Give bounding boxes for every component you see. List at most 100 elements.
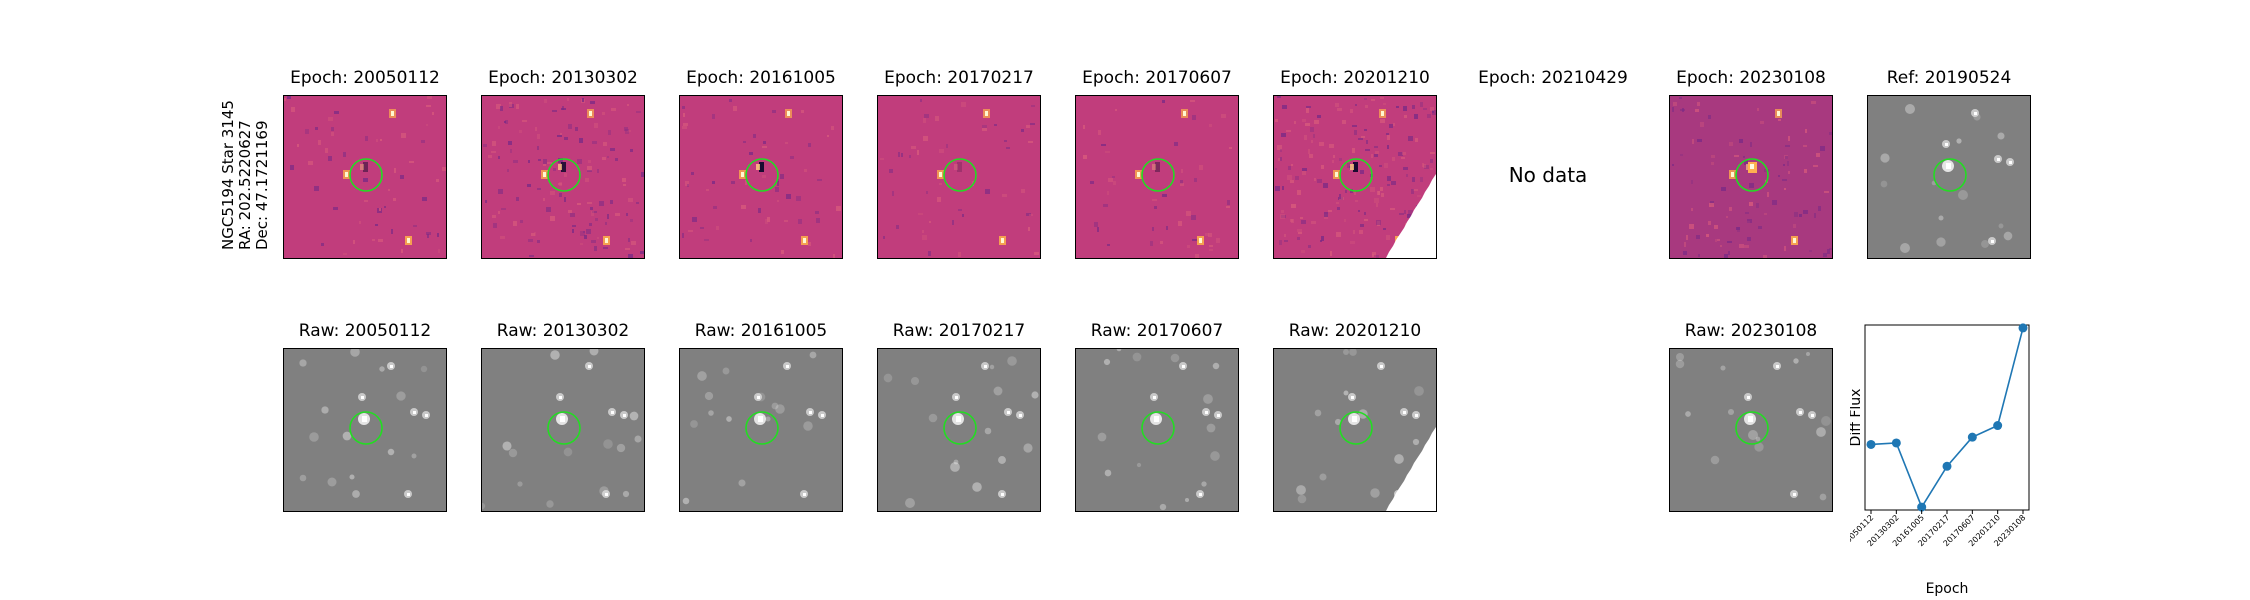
noise-pixel [391,229,393,234]
noise-pixel [1192,115,1196,120]
noise-pixel [1406,174,1408,177]
noise-pixel [546,207,551,212]
noise-pixel [733,106,737,111]
noise-pixel [909,155,911,158]
noise-pixel [331,127,334,131]
noise-pixel [1370,187,1375,192]
noise-pixel [926,191,928,194]
noise-pixel [1329,144,1334,148]
noise-pixel [798,219,802,224]
noise-pixel [641,172,644,177]
noise-pixel [583,231,585,233]
noise-pixel [1304,135,1307,140]
noise-pixel [1191,215,1196,220]
noise-pixel [426,124,428,126]
noise-pixel [1829,132,1832,135]
noise-pixel [591,211,594,216]
noise-pixel [314,186,319,191]
noise-pixel [375,224,378,226]
noise-pixel [1803,210,1808,214]
noise-pixel [1706,234,1709,237]
image-background [482,349,644,511]
noise-pixel [1280,149,1282,152]
dipole-bright [1152,164,1156,170]
noise-pixel [380,139,382,141]
noise-pixel [1297,229,1302,232]
noise-pixel [687,184,689,187]
noise-pixel [1295,176,1299,180]
aperture-circle [1735,158,1769,192]
noise-pixel [594,246,597,251]
noise-pixel [442,167,446,171]
noise-pixel [1180,180,1183,184]
noise-pixel [1764,169,1769,172]
noise-pixel [378,239,383,242]
background-star [765,416,771,422]
noise-pixel [1827,249,1830,254]
noise-pixel [426,105,431,107]
noise-pixel [1313,134,1315,138]
noise-pixel [1404,115,1407,118]
noise-pixel [1683,251,1687,255]
noise-pixel [928,251,931,256]
dipole-dark [561,162,566,172]
noise-pixel [939,149,944,153]
noise-pixel [561,108,566,110]
noise-pixel [1380,97,1384,99]
background-star [502,441,512,451]
residual-core [1335,172,1338,177]
noise-pixel [1209,249,1213,251]
noise-pixel [1432,110,1436,115]
noise-pixel [716,226,719,230]
background-star [953,459,959,465]
noise-pixel [1372,254,1374,257]
background-star [482,502,486,510]
noise-pixel [1209,124,1212,127]
noise-pixel [1227,200,1230,205]
noise-pixel [924,114,929,118]
noise-pixel [777,179,779,182]
noise-pixel [1427,114,1431,118]
noise-pixel [1380,187,1383,191]
dipole-dark [957,162,962,172]
background-star [1412,438,1420,446]
field-star-core [1205,411,1208,414]
background-star [1370,488,1380,498]
noise-pixel [1390,208,1395,210]
noise-pixel [588,160,591,163]
noise-pixel [623,184,626,186]
panel-title: Epoch: 20050112 [290,68,440,88]
noise-pixel [691,172,694,175]
noise-pixel [1358,210,1360,212]
noise-pixel [498,211,500,214]
noise-pixel [1679,97,1682,99]
noise-pixel [1291,204,1296,208]
noise-pixel [587,202,592,204]
noise-pixel [401,249,403,253]
field-star-core [1007,411,1010,414]
noise-pixel [946,144,948,148]
target-star-core [1154,416,1159,422]
noise-pixel [1162,100,1165,103]
noise-pixel [572,229,574,233]
aperture-circle [1141,411,1175,445]
noise-pixel [1302,171,1306,175]
noise-pixel [1302,168,1307,171]
background-star [1212,362,1220,370]
noise-pixel [630,219,633,222]
noise-pixel [939,183,942,185]
noise-pixel [1736,227,1740,230]
image-panel [1867,95,2031,259]
noise-pixel [1739,139,1743,143]
background-star [809,351,817,359]
noise-pixel [1744,245,1749,248]
panel-title: Raw: 20050112 [298,321,432,341]
noise-pixel [537,188,541,190]
noise-pixel [605,222,607,225]
noise-pixel [892,191,894,196]
noise-pixel [1107,244,1110,246]
background-star [1998,223,2004,229]
noise-pixel [1430,168,1433,170]
background-star [1203,394,1213,404]
background-star [1206,423,1216,433]
